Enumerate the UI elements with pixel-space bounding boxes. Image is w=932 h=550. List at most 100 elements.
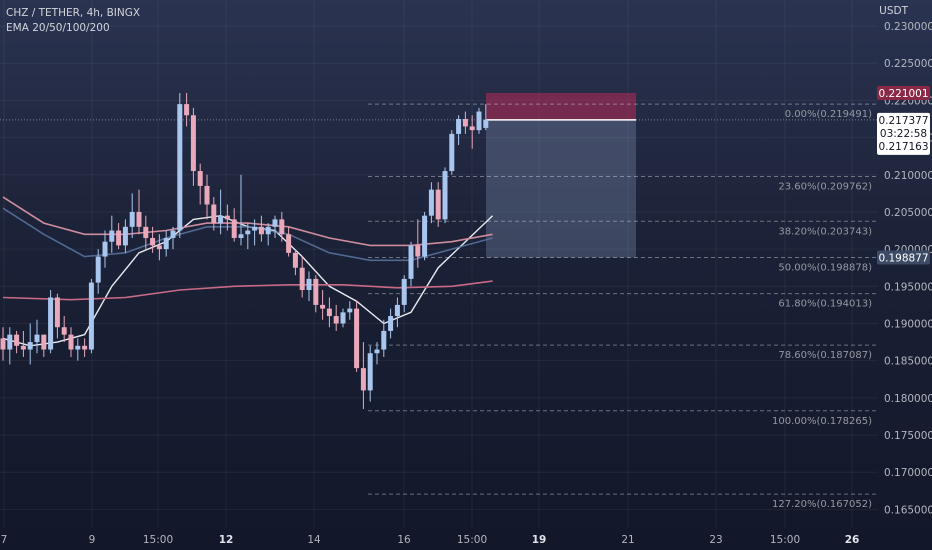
candle-body[interactable] <box>428 189 434 216</box>
y-tick-label: 0.190000 <box>884 318 932 330</box>
countdown-label: 03:22:58 <box>880 128 927 140</box>
candle-body[interactable] <box>95 256 101 283</box>
candle-body[interactable] <box>82 345 88 350</box>
candle-body[interactable] <box>279 219 285 235</box>
x-tick-label: 14 <box>307 534 321 546</box>
candle-body[interactable] <box>177 104 183 231</box>
candle-body[interactable] <box>156 245 162 250</box>
price-label-box <box>877 85 930 100</box>
candle-body[interactable] <box>408 245 414 279</box>
y-tick-label: 0.165000 <box>884 504 932 516</box>
candle-body[interactable] <box>204 185 210 205</box>
candle-body[interactable] <box>340 312 346 324</box>
candle-body[interactable] <box>469 126 475 131</box>
candle-body[interactable] <box>374 349 380 354</box>
candle-body[interactable] <box>299 267 305 291</box>
y-tick-label: 0.205000 <box>884 207 932 219</box>
price-label: 0.217377 <box>878 115 928 127</box>
candle-body[interactable] <box>136 211 142 227</box>
candle-body[interactable] <box>388 316 394 331</box>
fib-level-label: 38.20%(0.203743) <box>778 226 872 237</box>
candle-body[interactable] <box>401 278 407 305</box>
candle-body[interactable] <box>381 330 387 350</box>
candle-body[interactable] <box>326 308 332 317</box>
candle-body[interactable] <box>333 316 339 324</box>
indicator-legend[interactable]: EMA 20/50/100/200 <box>6 22 110 34</box>
y-tick-label: 0.185000 <box>884 356 932 368</box>
y-tick-label: 0.225000 <box>884 58 932 70</box>
candle-body[interactable] <box>347 308 353 313</box>
candle-body[interactable] <box>122 226 128 246</box>
candle-body[interactable] <box>313 278 319 305</box>
x-tick-label: 23 <box>709 534 722 546</box>
candle-body[interactable] <box>0 338 6 350</box>
candle-body[interactable] <box>68 334 74 350</box>
candle-body[interactable] <box>360 368 366 391</box>
candle-body[interactable] <box>116 230 122 246</box>
x-tick-label: 21 <box>621 534 634 546</box>
candle-body[interactable] <box>143 226 149 238</box>
candle-body[interactable] <box>354 308 360 369</box>
x-tick-label: 15:00 <box>457 534 487 546</box>
candle-body[interactable] <box>367 353 373 391</box>
candle-body[interactable] <box>292 252 298 268</box>
price-label-box <box>877 250 930 265</box>
candle-body[interactable] <box>197 171 203 186</box>
candle-body[interactable] <box>224 215 230 220</box>
candle-body[interactable] <box>190 115 196 172</box>
candle-body[interactable] <box>483 119 489 128</box>
candle-body[interactable] <box>61 327 67 335</box>
candle-body[interactable] <box>231 219 237 238</box>
candle-body[interactable] <box>14 334 20 346</box>
candle-body[interactable] <box>258 226 264 235</box>
ema-line[interactable] <box>2 280 493 301</box>
candle-body[interactable] <box>27 342 33 350</box>
candle-body[interactable] <box>272 219 278 227</box>
candle-body[interactable] <box>102 241 108 257</box>
candle-body[interactable] <box>218 215 224 224</box>
candle-body[interactable] <box>462 118 468 127</box>
candle-body[interactable] <box>211 204 217 224</box>
x-tick-label: 12 <box>219 534 234 546</box>
candle-body[interactable] <box>252 226 258 231</box>
fib-level-label: 23.60%(0.209762) <box>778 182 872 193</box>
candle-body[interactable] <box>245 230 251 235</box>
stop-loss-zone[interactable] <box>486 92 636 120</box>
candle-body[interactable] <box>435 189 441 220</box>
candle-body[interactable] <box>170 230 176 238</box>
price-label: 0.221001 <box>878 88 928 100</box>
candle-body[interactable] <box>422 215 428 257</box>
candle-body[interactable] <box>34 334 40 343</box>
candle-body[interactable] <box>456 118 462 134</box>
fib-level-label: 100.00%(0.178265) <box>772 416 872 427</box>
target-zone[interactable] <box>486 119 636 258</box>
candle-body[interactable] <box>394 304 400 317</box>
candle-body[interactable] <box>415 245 421 257</box>
candle-body[interactable] <box>7 334 13 350</box>
candle-body[interactable] <box>109 230 115 242</box>
candle-body[interactable] <box>306 278 312 291</box>
candle-body[interactable] <box>320 304 326 309</box>
candle-body[interactable] <box>48 297 54 350</box>
candle-body[interactable] <box>476 111 482 131</box>
candle-body[interactable] <box>54 297 60 328</box>
candle-body[interactable] <box>150 237 156 246</box>
bid-price-label: 0.217163 <box>878 141 928 153</box>
candle-body[interactable] <box>238 234 244 238</box>
symbol-title[interactable]: CHZ / TETHER, 4h, BINGX <box>6 7 141 19</box>
candle-body[interactable] <box>163 237 169 250</box>
candle-body[interactable] <box>442 171 448 220</box>
candle-body[interactable] <box>184 104 190 116</box>
candle-body[interactable] <box>286 234 292 253</box>
candle-body[interactable] <box>41 334 47 350</box>
candle-body[interactable] <box>265 226 271 235</box>
candle-body[interactable] <box>20 345 26 350</box>
candle-body[interactable] <box>88 282 94 350</box>
candle-body[interactable] <box>75 345 81 350</box>
price-label: 0.198877 <box>878 252 928 264</box>
fib-level-label: 50.00%(0.198878) <box>778 262 872 273</box>
candle-body[interactable] <box>449 133 455 172</box>
x-tick-label: 7 <box>1 534 8 546</box>
candle-body[interactable] <box>129 211 135 227</box>
